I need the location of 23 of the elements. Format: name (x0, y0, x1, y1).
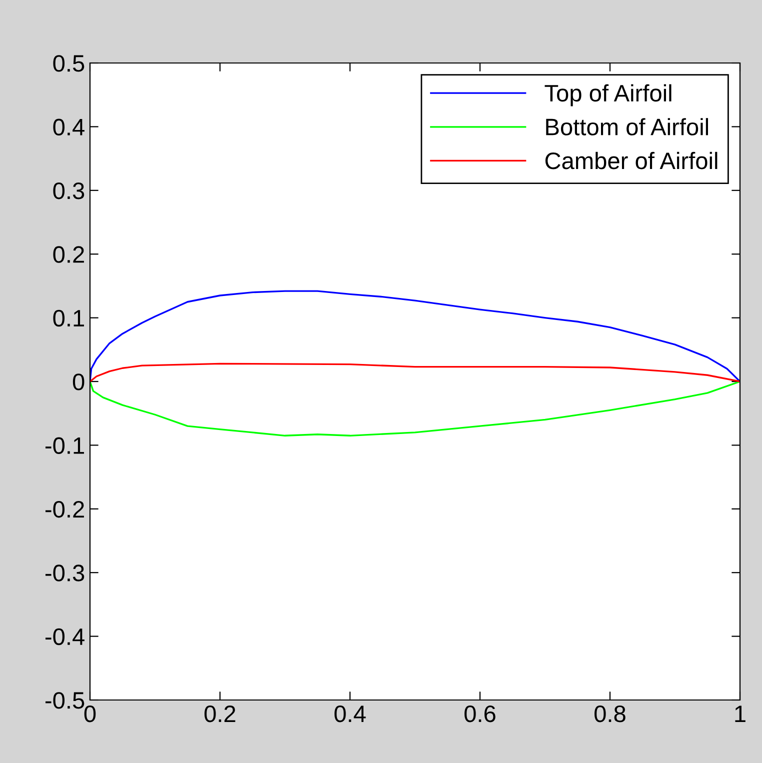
y-tick-label: 0 (72, 374, 84, 390)
x-tick-label: 0.8 (594, 705, 626, 722)
line-series (90, 380, 740, 436)
x-tick-label: 0.6 (464, 705, 496, 722)
y-tick-label: -0.4 (46, 628, 84, 646)
line-series (90, 290, 740, 382)
y-tick-label: -0.3 (46, 564, 84, 582)
y-tick-label: 0.3 (53, 182, 84, 200)
y-tick-label: 0.4 (53, 118, 84, 136)
legend-label: Bottom of Airfoil (546, 118, 708, 136)
y-tick-label: 0.1 (53, 310, 84, 327)
legend-label: Camber of Airfoil (545, 152, 718, 170)
x-tick-label: 0.4 (334, 705, 366, 722)
x-tick-label: 0.2 (204, 705, 236, 722)
y-tick-label: 0.5 (53, 55, 84, 72)
legend-label: Top of Airfoil (544, 84, 672, 106)
x-tick-label: 0 (84, 705, 96, 722)
y-tick-label: -0.2 (46, 500, 84, 518)
y-tick-label: 0.2 (53, 246, 84, 263)
y-tick-label: -0.1 (46, 437, 84, 454)
y-tick-label: -0.5 (46, 692, 84, 709)
x-tick-label: 1 (735, 706, 746, 722)
line-series (90, 362, 740, 382)
